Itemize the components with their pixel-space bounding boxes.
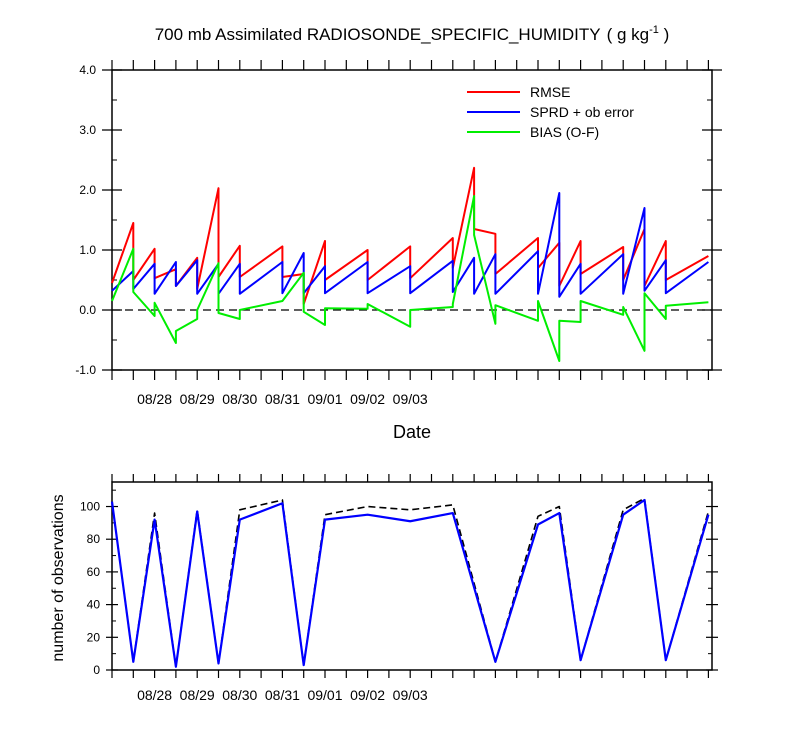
- y-axis-title-observations: number of observations: [50, 494, 67, 661]
- y-tick-label: 4.0: [79, 63, 96, 77]
- x-date-label: 09/03: [393, 391, 428, 407]
- plot-frame: [111, 481, 713, 671]
- x-date-label: 09/01: [307, 687, 342, 703]
- x-date-label: 08/30: [222, 391, 257, 407]
- x-date-label: 09/02: [350, 391, 385, 407]
- top-panel: -1.0 0.0 1.0 2.0 3.0 4.0 08/28 08/29 08/30 08/31 0…: [75, 60, 722, 407]
- x-date-label: 09/02: [350, 687, 385, 703]
- y-tick-label: 0: [93, 663, 100, 677]
- y-tick-label: 60: [87, 565, 101, 579]
- y-tick-label: 20: [87, 630, 101, 644]
- series-line-sprd-ob-error: [111, 192, 709, 298]
- x-date-label: 08/28: [137, 391, 172, 407]
- y-tick-label: 0.0: [79, 303, 96, 317]
- y-tick-label: -1.0: [75, 363, 96, 377]
- x-date-label: 08/30: [222, 687, 257, 703]
- legend: RMSE SPRD + ob error BIAS (O-F): [467, 84, 634, 140]
- x-date-label: 08/29: [180, 687, 215, 703]
- series-line-observations-possible: [111, 497, 710, 668]
- x-date-label: 08/31: [265, 687, 300, 703]
- series-line-observations-assimilated: [110, 498, 710, 668]
- legend-label: BIAS (O-F): [530, 124, 599, 140]
- y-tick-label: 3.0: [79, 123, 96, 137]
- chart-title: 700 mb Assimilated RADIOSONDE_SPECIFIC_H…: [155, 24, 670, 44]
- y-tick-label: 2.0: [79, 183, 96, 197]
- y-tick-label: 80: [87, 532, 101, 546]
- bottom-panel: 0 20 40 60 80 100 08/28 08/29 08/30 08/31 09/01 09/…: [80, 474, 718, 703]
- x-date-label: 09/03: [393, 687, 428, 703]
- y-tick-label: 40: [87, 598, 101, 612]
- y-tick-label: 1.0: [79, 243, 96, 257]
- x-date-label: 08/28: [137, 687, 172, 703]
- x-date-label: 09/01: [307, 391, 342, 407]
- x-axis-title: Date: [393, 422, 431, 442]
- x-date-label: 08/29: [180, 391, 215, 407]
- y-tick-label: 100: [80, 500, 100, 514]
- series-line-bias-o-f: [111, 195, 709, 362]
- x-date-label: 08/31: [265, 391, 300, 407]
- legend-label: RMSE: [530, 84, 570, 100]
- legend-label: SPRD + ob error: [530, 104, 634, 120]
- series-line-rmse: [111, 166, 709, 305]
